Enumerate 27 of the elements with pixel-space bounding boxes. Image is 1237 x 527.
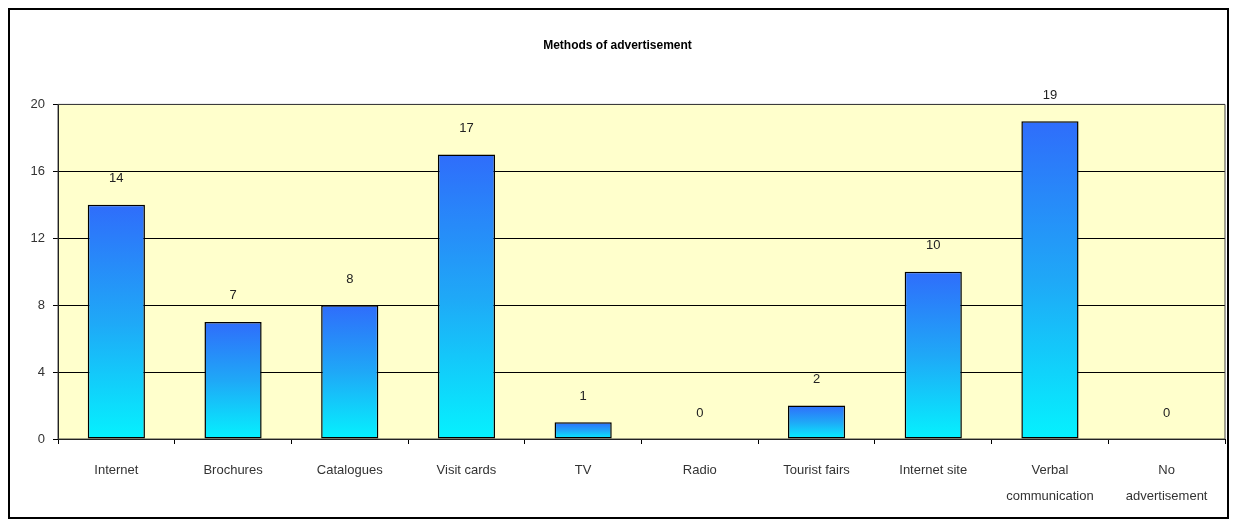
x-tick-label: Internet — [94, 461, 139, 477]
data-label: 0 — [1163, 404, 1171, 420]
x-tick-label: Radio — [682, 461, 717, 477]
y-tick-label: 16 — [30, 162, 45, 178]
data-label: 0 — [696, 404, 704, 420]
y-tick-label: 8 — [37, 296, 45, 312]
y-tick-label: 4 — [37, 363, 45, 379]
x-tick-label: Internet site — [899, 461, 968, 477]
data-label: 17 — [459, 120, 474, 136]
y-tick-label: 20 — [30, 95, 45, 111]
x-tick-label: TV — [574, 461, 592, 477]
x-tick-label: Catalogues — [316, 461, 384, 477]
y-tick-label: 12 — [30, 229, 45, 245]
data-label: 14 — [109, 170, 124, 186]
y-tick-label: 0 — [37, 430, 45, 446]
data-label: 8 — [346, 270, 354, 286]
x-tick-label: No advertisement — [1125, 461, 1208, 503]
x-tick-label: Visit cards — [436, 461, 497, 477]
x-tick-label: Verbal communication — [1006, 461, 1094, 503]
data-label: 10 — [926, 237, 941, 253]
data-label: 19 — [1042, 86, 1058, 102]
data-label: 7 — [229, 287, 237, 303]
chart-title: Methods of advertisement — [543, 37, 692, 52]
data-label: 2 — [812, 371, 821, 387]
x-tick-label: Tourist fairs — [783, 461, 851, 477]
x-tick-label: Brochures — [203, 461, 264, 477]
data-label: 1 — [579, 387, 587, 403]
